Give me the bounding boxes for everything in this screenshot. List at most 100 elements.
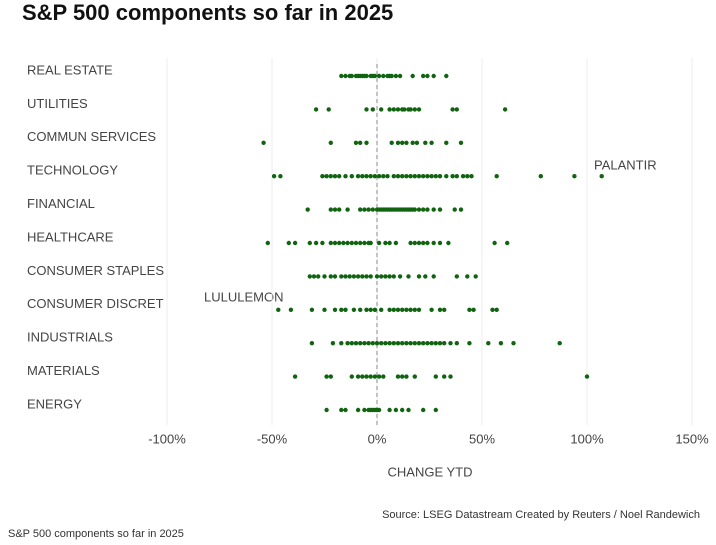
dot (421, 407, 426, 413)
dot (360, 374, 365, 379)
dot (412, 107, 417, 112)
dot (425, 207, 430, 212)
category-label: CONSUMER STAPLES (27, 263, 164, 278)
dot (332, 207, 338, 212)
dot (316, 274, 321, 279)
dot (473, 274, 478, 279)
dot (389, 140, 394, 145)
dot (408, 307, 413, 312)
dot (416, 207, 422, 212)
x-axis-label: CHANGE YTD (388, 464, 473, 479)
chart-title: S&P 500 components so far in 2025 (22, 0, 393, 25)
dot (395, 307, 401, 312)
dot (395, 174, 401, 179)
dot (349, 174, 354, 179)
dot (572, 174, 577, 179)
dot (364, 140, 369, 145)
dot (376, 174, 382, 179)
dot (358, 307, 363, 312)
dot (395, 341, 401, 346)
dot (360, 174, 365, 179)
dot (358, 240, 363, 246)
dot (446, 240, 451, 246)
dot (261, 140, 266, 145)
caption: S&P 500 components so far in 2025 (8, 528, 184, 540)
dot (366, 207, 371, 212)
dot (389, 73, 394, 79)
dot (343, 307, 348, 312)
dot (355, 274, 361, 279)
dot (406, 274, 411, 279)
dot (429, 140, 434, 145)
dot (349, 341, 354, 346)
category-label: MATERIALS (27, 363, 100, 378)
dot (400, 140, 405, 145)
dot (376, 240, 382, 246)
dot (395, 374, 401, 379)
dot (345, 341, 350, 346)
dot (383, 274, 388, 279)
dot (324, 407, 329, 413)
dot (358, 341, 363, 346)
dot (416, 107, 422, 112)
dot (374, 274, 380, 279)
dot (353, 341, 359, 346)
dot (471, 307, 476, 312)
dot (364, 107, 369, 112)
dot (416, 341, 422, 346)
dot (433, 341, 438, 346)
dot (345, 240, 350, 246)
dot (467, 341, 472, 346)
dot (431, 274, 436, 279)
dot (355, 174, 361, 179)
dot (393, 407, 399, 413)
dot (458, 207, 464, 212)
source: Source: LSEG Datastream Created by Reute… (382, 509, 700, 521)
dot (429, 307, 434, 312)
dot (421, 207, 426, 212)
dot (416, 240, 422, 246)
dot (374, 341, 380, 346)
dot (376, 407, 382, 413)
dot (454, 107, 459, 112)
dot (454, 174, 459, 179)
dot (425, 341, 430, 346)
dot (599, 174, 604, 179)
dot (328, 274, 333, 279)
dot (410, 73, 415, 79)
dot (397, 274, 403, 279)
dot (313, 240, 319, 246)
dot (492, 240, 497, 246)
dot (364, 307, 369, 312)
annotation: LULULEMON (204, 289, 283, 304)
dot (339, 341, 344, 346)
dot (343, 73, 348, 79)
dot (307, 240, 312, 246)
dot (358, 207, 363, 212)
dot (450, 107, 455, 112)
dot (402, 107, 407, 112)
dot (467, 307, 472, 312)
dot (370, 107, 375, 112)
x-tick-label: 100% (570, 431, 604, 446)
dot (349, 240, 354, 246)
dot (351, 274, 357, 279)
dot (286, 240, 291, 246)
dot (408, 174, 413, 179)
dot (351, 307, 357, 312)
category-label: ENERGY (27, 396, 82, 411)
dot (391, 174, 396, 179)
dot (271, 174, 277, 179)
dot (433, 174, 438, 179)
dot (328, 240, 333, 246)
dot (412, 207, 417, 212)
dot (339, 407, 344, 413)
dot (362, 240, 367, 246)
category-label: UTILITIES (27, 96, 88, 111)
dot (322, 307, 327, 312)
dot (326, 107, 331, 112)
dot (393, 240, 399, 246)
dot (494, 174, 499, 179)
dot (395, 140, 401, 145)
